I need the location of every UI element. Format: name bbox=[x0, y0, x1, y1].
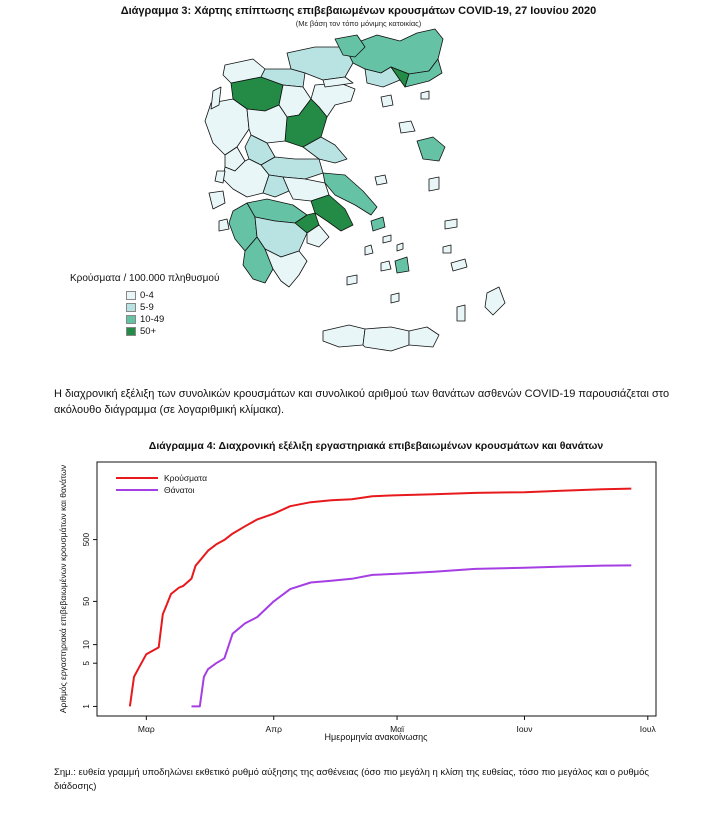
island-kos bbox=[450, 258, 468, 272]
x-tick-label: Ιουλ bbox=[640, 724, 657, 734]
x-tick-label: Ιουν bbox=[516, 724, 532, 734]
deaths-line bbox=[191, 564, 632, 708]
region-serres bbox=[334, 34, 366, 58]
body-paragraph: Η διαχρονική εξέλιξη των συνολικών κρουσ… bbox=[54, 388, 670, 416]
legend-swatch bbox=[126, 314, 136, 324]
legend-item-0-4: 0-4 bbox=[126, 289, 164, 301]
island-zakynthos bbox=[218, 218, 230, 232]
island-syros bbox=[364, 244, 374, 256]
island-thasos bbox=[380, 94, 394, 108]
chart-legend: Κρούσματα Θάνατοι bbox=[116, 473, 207, 495]
map-subtitle: (Με βάση τον τόπο μόνιμης κατοικίας) bbox=[295, 19, 422, 28]
island-skyros bbox=[374, 174, 388, 186]
y-tick-label: 50 bbox=[82, 596, 91, 605]
legend-label: 5-9 bbox=[140, 301, 154, 313]
legend-item-10-49: 10-49 bbox=[126, 313, 164, 325]
island-samothraki bbox=[420, 90, 430, 100]
island-milos bbox=[346, 274, 358, 286]
island-chios bbox=[428, 176, 440, 192]
x-tick-label: Απρ bbox=[266, 724, 283, 734]
map-legend-title: Κρούσματα / 100.000 πληθυσμού bbox=[70, 273, 220, 284]
x-axis-label: Ημερομηνία ανακοίνωσης bbox=[325, 732, 429, 742]
legend-swatch bbox=[126, 290, 136, 300]
y-axis-label: Αριθμός εργαστηριακά επιβεβαιωμένων κρου… bbox=[58, 465, 68, 713]
island-samos bbox=[444, 218, 458, 230]
region-argolida bbox=[306, 224, 330, 248]
region-evia bbox=[322, 172, 378, 216]
island-mykonos bbox=[396, 242, 404, 252]
island-corfu bbox=[210, 86, 222, 110]
region-fokida bbox=[262, 174, 290, 198]
x-tick-label: Μαρ bbox=[138, 724, 155, 734]
legend-item-5-9: 5-9 bbox=[126, 301, 164, 313]
region-crete-central bbox=[362, 326, 410, 352]
region-larissa bbox=[284, 98, 328, 148]
island-naxos bbox=[394, 256, 410, 274]
cases-deaths-chart: Διάγραμμα 4: Διαχρονική εξέλιξη εργαστηρ… bbox=[58, 440, 657, 742]
island-karpathos bbox=[456, 304, 466, 322]
island-lemnos bbox=[398, 120, 416, 134]
y-axis: 1 5 10 50 500 bbox=[82, 532, 97, 709]
legend-label: Θάνατοι bbox=[164, 485, 195, 495]
legend-item-50-plus: 50+ bbox=[126, 325, 164, 337]
legend-label: Κρούσματα bbox=[164, 473, 207, 483]
x-axis: Μαρ Απρ Μαϊ Ιουν Ιουλ bbox=[138, 716, 657, 734]
island-kefalonia bbox=[208, 190, 226, 210]
legend-swatch bbox=[126, 302, 136, 312]
island-paros bbox=[380, 260, 392, 272]
map-legend: 0-4 5-9 10-49 50+ bbox=[126, 289, 164, 337]
legend-label: 50+ bbox=[140, 325, 157, 337]
y-tick-label: 500 bbox=[82, 532, 91, 546]
island-rhodes bbox=[484, 286, 506, 316]
region-evros bbox=[404, 58, 443, 88]
map-title: Διάγραμμα 3: Χάρτης επίπτωσης επιβεβαιωμ… bbox=[120, 5, 597, 17]
island-santorini bbox=[390, 292, 400, 304]
region-lakonia bbox=[264, 248, 308, 288]
y-tick-label: 5 bbox=[82, 660, 91, 665]
chart-title: Διάγραμμα 4: Διαχρονική εξέλιξη εργαστηρ… bbox=[149, 440, 604, 452]
region-crete-west bbox=[322, 324, 366, 348]
island-andros bbox=[370, 216, 386, 232]
greece-choropleth-map bbox=[204, 28, 506, 352]
region-attica bbox=[310, 194, 354, 232]
y-tick-label: 1 bbox=[82, 704, 91, 709]
region-messinia bbox=[242, 236, 274, 284]
island-tinos bbox=[382, 234, 392, 244]
cases-line bbox=[128, 487, 632, 707]
legend-label: 0-4 bbox=[140, 289, 154, 301]
legend-swatch bbox=[126, 326, 136, 336]
region-trikala bbox=[246, 104, 288, 144]
island-leros bbox=[442, 244, 452, 254]
y-tick-label: 10 bbox=[82, 640, 91, 649]
x-tick-label: Μαϊ bbox=[390, 724, 405, 734]
island-lefkada bbox=[214, 170, 226, 184]
island-lesvos bbox=[416, 136, 446, 162]
series-lines bbox=[128, 487, 632, 708]
chart-note: Σημ.: ευθεία γραμμή υποδηλώνει εκθετικό … bbox=[54, 767, 650, 792]
region-thessaloniki bbox=[322, 76, 354, 88]
plot-frame bbox=[96, 461, 657, 717]
region-crete-east bbox=[408, 326, 440, 348]
legend-label: 10-49 bbox=[140, 313, 165, 325]
